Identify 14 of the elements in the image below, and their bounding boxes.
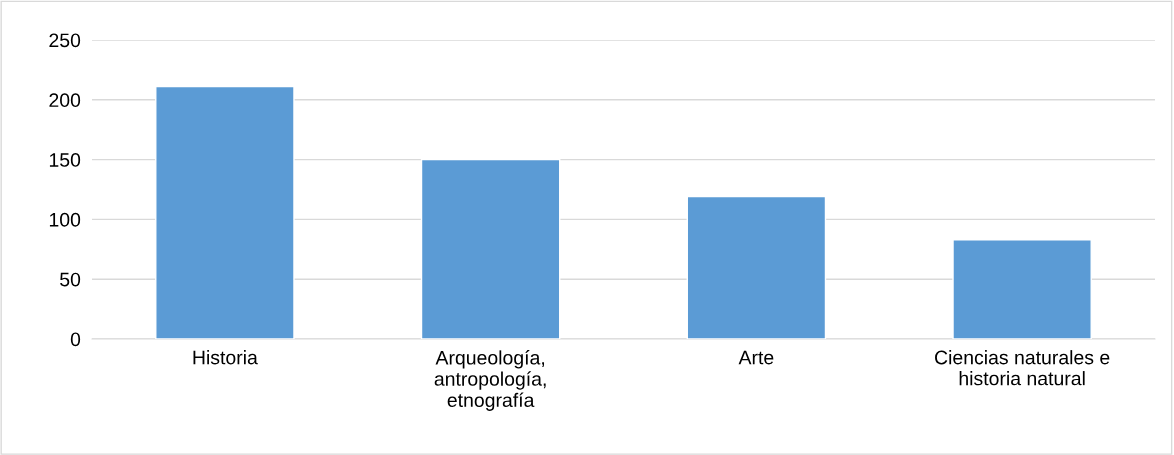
x-tick-label: Arte xyxy=(738,350,774,365)
bar xyxy=(952,239,1092,339)
y-tick-label: 150 xyxy=(49,153,81,167)
y-tick-label: 50 xyxy=(60,272,81,287)
bar xyxy=(420,158,561,339)
x-tick-label: Ciencias naturales e historia natural xyxy=(935,350,1110,386)
y-tick-label: 200 xyxy=(49,93,81,108)
x-tick-label: Historia xyxy=(193,350,258,365)
y-tick-label: 0 xyxy=(70,332,81,347)
y-tick-label: 100 xyxy=(49,212,81,227)
bar xyxy=(686,195,827,339)
y-tick-label: 250 xyxy=(49,33,81,48)
x-tick-label: Arqueología, antropología, etnografía xyxy=(434,350,546,411)
bar xyxy=(155,85,295,339)
